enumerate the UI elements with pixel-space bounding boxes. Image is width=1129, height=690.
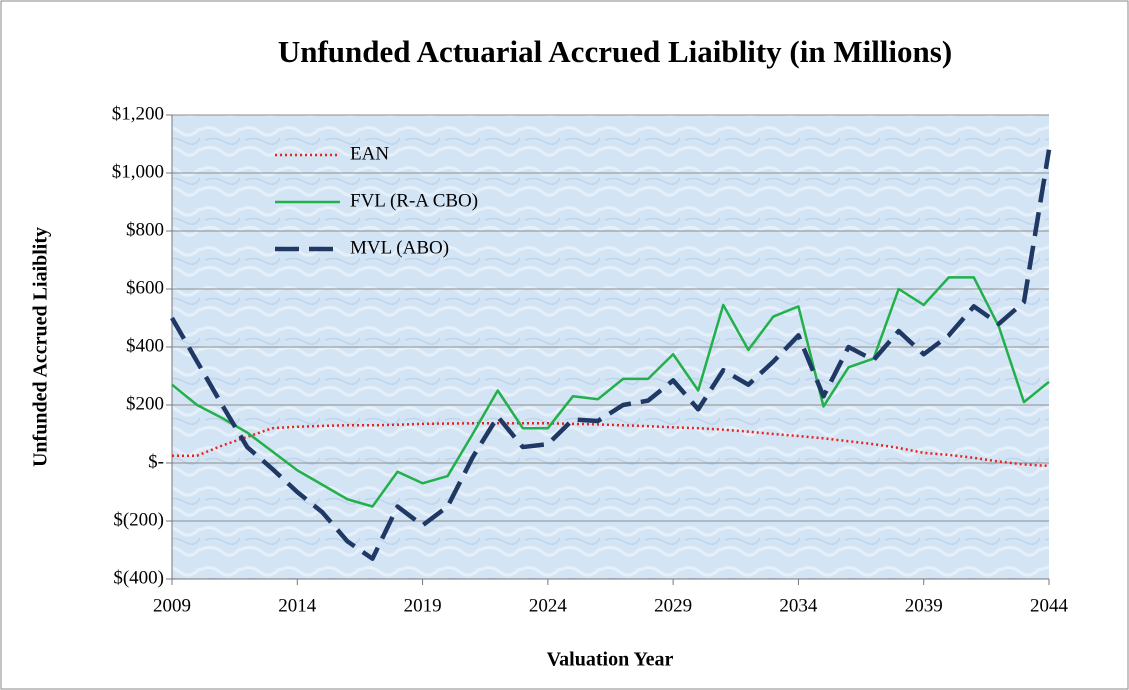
legend-label: FVL (R-A CBO) bbox=[350, 190, 478, 211]
x-tick-label: 2019 bbox=[404, 595, 442, 616]
series-line bbox=[172, 422, 1050, 468]
chart-title: Unfunded Actuarial Accrued Liaiblity (in… bbox=[278, 34, 952, 69]
y-tick-label: $(400) bbox=[113, 567, 164, 588]
x-tick-label: 2034 bbox=[779, 595, 818, 616]
x-tick-label: 2014 bbox=[278, 595, 317, 616]
x-tick-label: 2009 bbox=[153, 595, 191, 616]
y-tick-label: $200 bbox=[126, 393, 164, 414]
y-tick-label: $600 bbox=[126, 277, 164, 298]
y-tick-label: $400 bbox=[126, 335, 164, 356]
y-tick-label: $800 bbox=[126, 219, 164, 240]
legend-label: EAN bbox=[350, 143, 389, 164]
x-axis-label: Valuation Year bbox=[547, 649, 674, 671]
y-tick-label: $1,200 bbox=[112, 103, 164, 124]
x-tick-label: 2029 bbox=[654, 595, 692, 616]
y-tick-label: $- bbox=[148, 451, 164, 472]
series-line bbox=[170, 149, 1052, 561]
x-tick-label: 2024 bbox=[529, 595, 568, 616]
y-axis-label: Unfunded Accrued Liaiblity bbox=[30, 227, 52, 467]
y-tick-label: $1,000 bbox=[112, 161, 164, 182]
y-tick-label: $(200) bbox=[113, 509, 164, 530]
legend-label: MVL (ABO) bbox=[350, 237, 449, 258]
series-line bbox=[171, 276, 1050, 508]
x-tick-label: 2039 bbox=[905, 595, 943, 616]
x-tick-label: 2044 bbox=[1030, 595, 1069, 616]
